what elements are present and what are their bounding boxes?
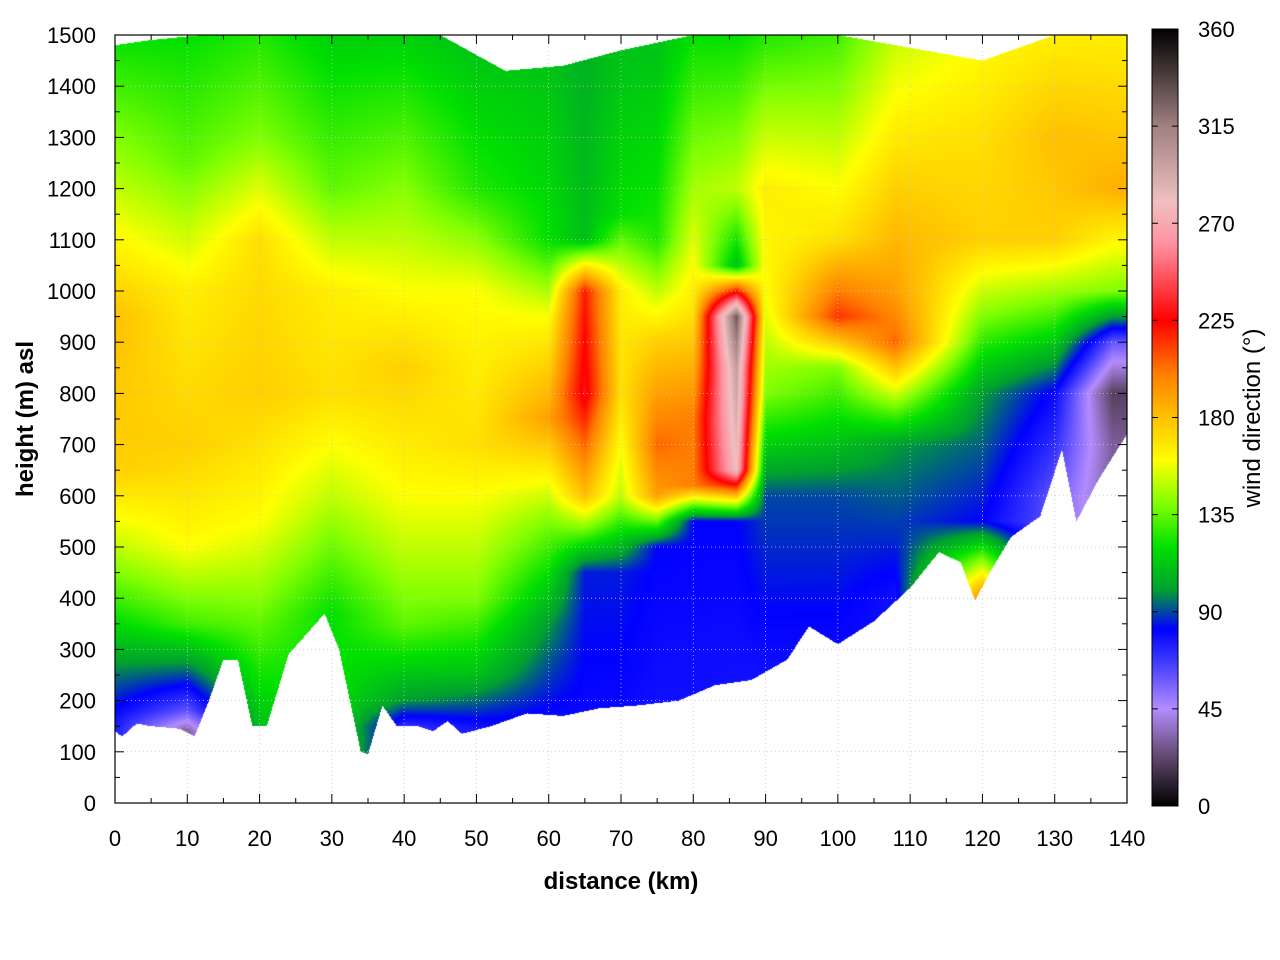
y-tick-label: 0 xyxy=(84,791,96,816)
y-tick-labels: 0 100 200 300 400 500 600 700 800 900 1000 1100 1200… xyxy=(47,23,96,816)
y-tick-label: 1200 xyxy=(47,177,96,202)
x-axis-title: distance (km) xyxy=(544,868,699,895)
colorbar-tick-label: 45 xyxy=(1198,697,1222,722)
colorbar-tick-label: 0 xyxy=(1198,794,1210,819)
x-tick-label: 60 xyxy=(536,826,560,851)
colorbar-tick-label: 90 xyxy=(1198,600,1222,625)
x-tick-label: 20 xyxy=(247,826,271,851)
y-tick-label: 1400 xyxy=(47,74,96,99)
x-tick-label: 30 xyxy=(320,826,344,851)
colorbar-tick-label: 225 xyxy=(1198,308,1235,333)
y-tick-label: 800 xyxy=(59,381,96,406)
y-tick-label: 400 xyxy=(59,586,96,611)
y-tick-label: 100 xyxy=(59,740,96,765)
grid-lines xyxy=(115,35,1127,803)
y-tick-label: 700 xyxy=(59,433,96,458)
x-tick-label: 100 xyxy=(819,826,856,851)
y-tick-label: 200 xyxy=(59,689,96,714)
x-tick-labels: 0 10 20 30 40 50 60 70 80 90 100 110 120 130 140 xyxy=(109,826,1145,851)
x-tick-label: 140 xyxy=(1109,826,1146,851)
y-tick-label: 600 xyxy=(59,484,96,509)
x-tick-label: 10 xyxy=(175,826,199,851)
x-tick-label: 110 xyxy=(893,826,928,851)
colorbar-tick-label: 315 xyxy=(1198,114,1235,139)
x-tick-label: 40 xyxy=(392,826,416,851)
y-axis-title: height (m) asl xyxy=(12,341,39,497)
x-tick-label: 90 xyxy=(753,826,777,851)
colorbar-ticks xyxy=(1152,28,1178,807)
y-tick-label: 900 xyxy=(59,330,96,355)
colorbar: 0 45 90 135 180 225 270 315 360 wind direction (… xyxy=(1151,17,1266,819)
y-tick-label: 500 xyxy=(59,535,96,560)
y-tick-label: 1000 xyxy=(47,279,96,304)
x-tick-label: 80 xyxy=(681,826,705,851)
y-tick-label: 1500 xyxy=(47,23,96,48)
x-tick-label: 120 xyxy=(964,826,1001,851)
x-tick-label: 130 xyxy=(1036,826,1073,851)
y-tick-label: 1100 xyxy=(49,228,96,253)
colorbar-tick-labels: 0 45 90 135 180 225 270 315 360 xyxy=(1198,17,1235,819)
axis-ticks xyxy=(114,34,1128,804)
y-tick-label: 1300 xyxy=(47,125,96,150)
plot-area xyxy=(114,34,1128,804)
x-tick-label: 70 xyxy=(609,826,633,851)
colorbar-title: wind direction (°) xyxy=(1239,329,1266,509)
colorbar-tick-label: 270 xyxy=(1198,211,1235,236)
x-tick-label: 50 xyxy=(464,826,488,851)
colorbar-tick-label: 360 xyxy=(1198,17,1235,42)
x-tick-label: 0 xyxy=(109,826,121,851)
colorbar-tick-label: 180 xyxy=(1198,406,1235,431)
colorbar-tick-label: 135 xyxy=(1198,503,1235,528)
y-tick-label: 300 xyxy=(59,637,96,662)
